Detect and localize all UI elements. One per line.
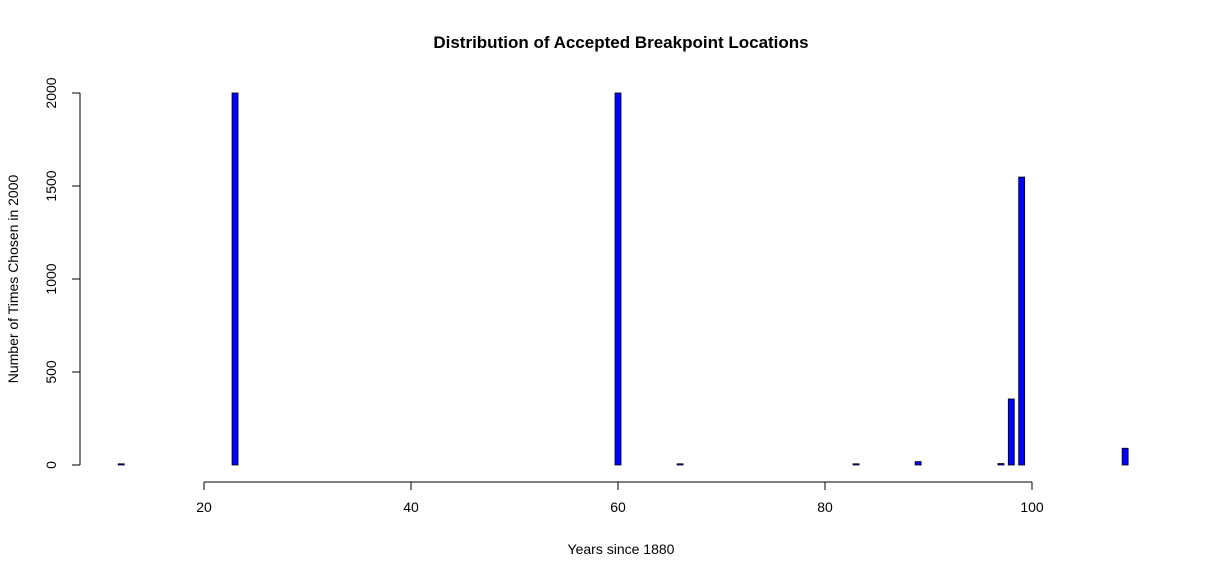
y-axis-label: Number of Times Chosen in 2000 <box>5 175 21 384</box>
y-axis: 0 500 1000 1500 2000 <box>43 77 81 469</box>
x-tick-label: 20 <box>196 499 212 515</box>
bar <box>1018 176 1026 466</box>
bar <box>997 463 1005 466</box>
bar <box>1007 398 1015 466</box>
bar <box>914 461 922 466</box>
bar <box>117 463 125 466</box>
y-tick-label: 500 <box>43 360 59 384</box>
bar <box>231 92 239 466</box>
y-tick-label: 0 <box>43 461 59 469</box>
x-tick-label: 80 <box>817 499 833 515</box>
bar <box>614 92 622 466</box>
x-axis-label: Years since 1880 <box>568 541 675 557</box>
y-tick-label: 1000 <box>43 263 59 294</box>
x-axis: 20 40 60 80 100 <box>196 481 1044 515</box>
chart-title: Distribution of Accepted Breakpoint Loca… <box>433 33 808 52</box>
bar <box>1121 447 1129 466</box>
bar <box>852 463 860 466</box>
y-tick-label: 2000 <box>43 77 59 108</box>
y-tick-label: 1500 <box>43 170 59 201</box>
x-tick-label: 40 <box>403 499 419 515</box>
x-tick-label: 60 <box>610 499 626 515</box>
bar <box>676 463 684 466</box>
bars-group <box>117 92 1129 466</box>
x-tick-label: 100 <box>1020 499 1044 515</box>
